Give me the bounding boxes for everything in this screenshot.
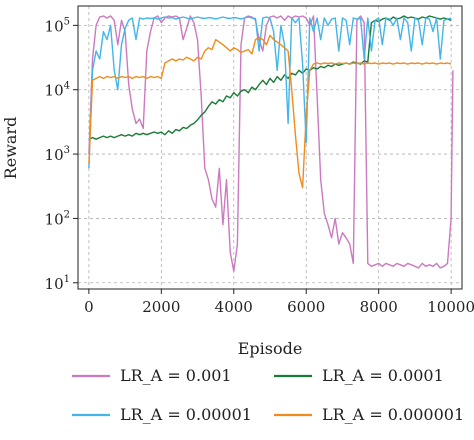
legend-label: LR_A = 0.00001: [120, 405, 252, 424]
legend-item: LR_A = 0.0001: [274, 366, 444, 385]
x-tick-label: 0: [84, 298, 94, 316]
series-line-2: [88, 15, 452, 140]
series-line-1: [88, 15, 454, 273]
x-tick-label: 10000: [427, 298, 474, 316]
legend-item: LR_A = 0.00001: [72, 405, 252, 424]
legend-label: LR_A = 0.001: [120, 366, 232, 385]
plot-frame: [77, 5, 463, 290]
x-tick-label: 6000: [287, 298, 325, 316]
legend-item: LR_A = 0.001: [72, 366, 232, 385]
y-tick-label: 105: [45, 16, 70, 35]
y-tick-label: 104: [45, 81, 70, 100]
x-axis-title: Episode: [238, 339, 303, 358]
legend-item: LR_A = 0.000001: [274, 405, 464, 424]
grid: [78, 6, 462, 289]
y-tick-label: 103: [45, 145, 70, 164]
y-tick-label: 102: [45, 209, 70, 228]
x-tick-label: 8000: [360, 298, 398, 316]
x-tick-label: 4000: [215, 298, 253, 316]
y-axis-title: Reward: [1, 117, 20, 180]
x-tick-label: 2000: [142, 298, 180, 316]
series-line-3: [88, 16, 452, 169]
y-axis: 101 102 103 104 105: [45, 16, 78, 293]
y-tick-label: 101: [45, 274, 70, 293]
legend-label: LR_A = 0.0001: [322, 366, 444, 385]
x-axis: 0 2000 4000 6000 8000 10000: [84, 289, 474, 316]
series-line-4: [88, 34, 452, 189]
legend: LR_A = 0.001 LR_A = 0.0001 LR_A = 0.00001 L…: [72, 366, 464, 424]
series-lines: [88, 15, 454, 273]
legend-label: LR_A = 0.000001: [322, 405, 464, 424]
